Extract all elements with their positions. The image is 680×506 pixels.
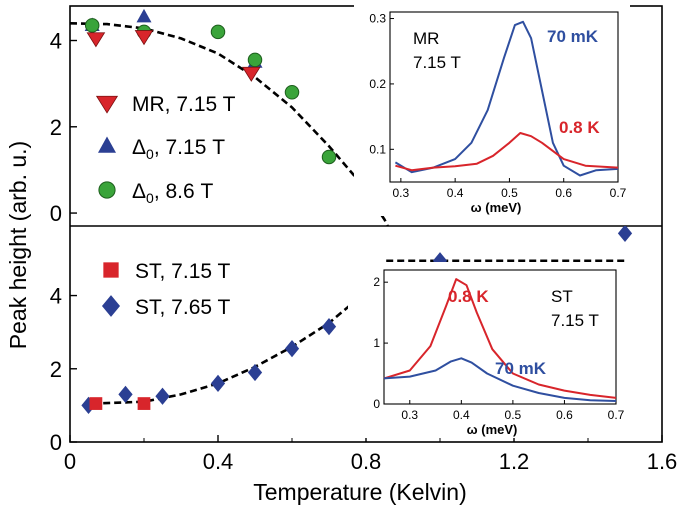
inset-y-tick-label: 0.3 [369, 12, 386, 26]
data-point-st-765 [155, 387, 170, 405]
data-point-delta0-86 [284, 85, 300, 100]
data-point-delta0-86 [247, 52, 263, 68]
y-axis-label: Peak height (arb. u.) [5, 141, 31, 349]
x-tick-label: 0.8 [351, 449, 382, 474]
inset-series-line [395, 132, 619, 172]
inset-label-line2: 7.15 T [551, 311, 599, 330]
inset-x-tick-label: 0.7 [608, 408, 625, 422]
data-point-delta0-86 [98, 181, 116, 199]
inset-series-label: 70 mK [547, 27, 599, 46]
inset-background [348, 262, 628, 438]
legend-label-delta0-715: Δ0, 7.15 T [132, 136, 225, 162]
legend-label-mr: MR, 7.15 T [132, 93, 236, 116]
data-point-mr [95, 95, 119, 114]
inset-series-label: 70 mK [495, 359, 547, 378]
fit-curve-top [70, 22, 390, 226]
data-point-st-765 [101, 295, 121, 317]
data-point-mr [241, 66, 261, 82]
inset-x-axis-label: ω (meV) [471, 200, 522, 215]
legend-label-st-715: ST, 7.15 T [135, 260, 231, 283]
data-point-st-765 [210, 374, 226, 393]
y-tick-label-top: 2 [50, 115, 62, 140]
inset-y-tick-label: 1 [373, 336, 380, 350]
x-tick-label: 1.2 [499, 449, 530, 474]
data-point-st-715 [137, 397, 151, 410]
data-point-delta0-715 [98, 136, 116, 153]
x-tick-label: 1.6 [647, 449, 678, 474]
inset-x-axis-label: ω (meV) [467, 422, 518, 437]
legend-label-delta0-86: Δ0, 8.6 T [132, 180, 214, 206]
inset-label-line1: MR [413, 29, 439, 48]
inset-label-line1: ST [551, 287, 573, 306]
main-plot: 0 0.4 0.8 1.2 1.6 0 2 4 0 2 4 MR, 7.15 T Δ0, 7.15 T Δ… [50, 5, 678, 474]
data-point-st-765 [617, 226, 633, 242]
data-point-st-765 [247, 363, 263, 382]
inset-x-tick-label: 0.7 [610, 186, 627, 200]
inset-series-line [383, 278, 617, 399]
inset-x-tick-label: 0.4 [453, 408, 470, 422]
inset-bottom-st: 0.3 0.4 0.5 0.6 0.7 0 1 2 ω (meV) ST 7.15 T 0.8 K 70… [348, 262, 628, 438]
inset-series-label: 0.8 K [448, 287, 489, 306]
x-tick-label: 0.4 [203, 449, 234, 474]
top-panel-data [70, 8, 390, 226]
y-tick-label-bottom: 4 [50, 284, 62, 309]
inset-series-line [383, 357, 617, 402]
data-point-delta0-86 [84, 18, 100, 33]
data-point-mr [134, 30, 154, 46]
inset-x-tick-label: 0.6 [556, 408, 573, 422]
x-tick-label: 0 [64, 449, 76, 474]
inset-frame [389, 11, 619, 183]
data-point-delta0-86 [210, 24, 226, 40]
inset-x-tick-label: 0.5 [505, 408, 522, 422]
inset-y-tick-label: 2 [373, 275, 380, 289]
inset-top-mr: 0.3 0.4 0.5 0.6 0.7 0.1 0.2 0.3 ω (meV) MR 7.15 T 7… [354, 4, 630, 216]
inset-y-tick-label: 0 [373, 397, 380, 411]
y-tick-label-bottom: 2 [50, 357, 62, 382]
inset-series-line [394, 20, 619, 177]
legend-label-st-765: ST, 7.65 T [135, 296, 231, 319]
data-point-st-765 [118, 385, 133, 404]
data-point-mr [86, 32, 106, 48]
y-tick-label-top: 0 [50, 201, 62, 226]
inset-x-tick-label: 0.6 [555, 186, 572, 200]
y-tick-label-top: 4 [50, 29, 62, 54]
inset-x-tick-label: 0.4 [447, 186, 464, 200]
inset-y-tick-label: 0.1 [369, 142, 386, 156]
inset-y-tick-label: 0.2 [369, 77, 386, 91]
x-axis-label: Temperature (Kelvin) [253, 479, 466, 505]
inset-series-label: 0.8 K [559, 118, 600, 137]
data-point-st-765 [284, 340, 300, 358]
inset-label-line2: 7.15 T [413, 53, 461, 72]
data-point-st-715 [89, 397, 103, 410]
inset-background [354, 4, 630, 216]
inset-x-tick-label: 0.3 [393, 186, 410, 200]
data-point-delta0-715 [136, 8, 152, 23]
y-tick-label-bottom: 0 [50, 430, 62, 455]
data-point-delta0-86 [321, 149, 337, 165]
inset-x-tick-label: 0.5 [501, 186, 518, 200]
data-point-st-765 [321, 318, 337, 336]
chart-text: Temperature (Kelvin) Peak height (arb. u… [5, 141, 467, 505]
inset-x-tick-label: 0.3 [401, 408, 418, 422]
inset-frame [383, 269, 617, 405]
data-point-st-715 [103, 262, 119, 278]
